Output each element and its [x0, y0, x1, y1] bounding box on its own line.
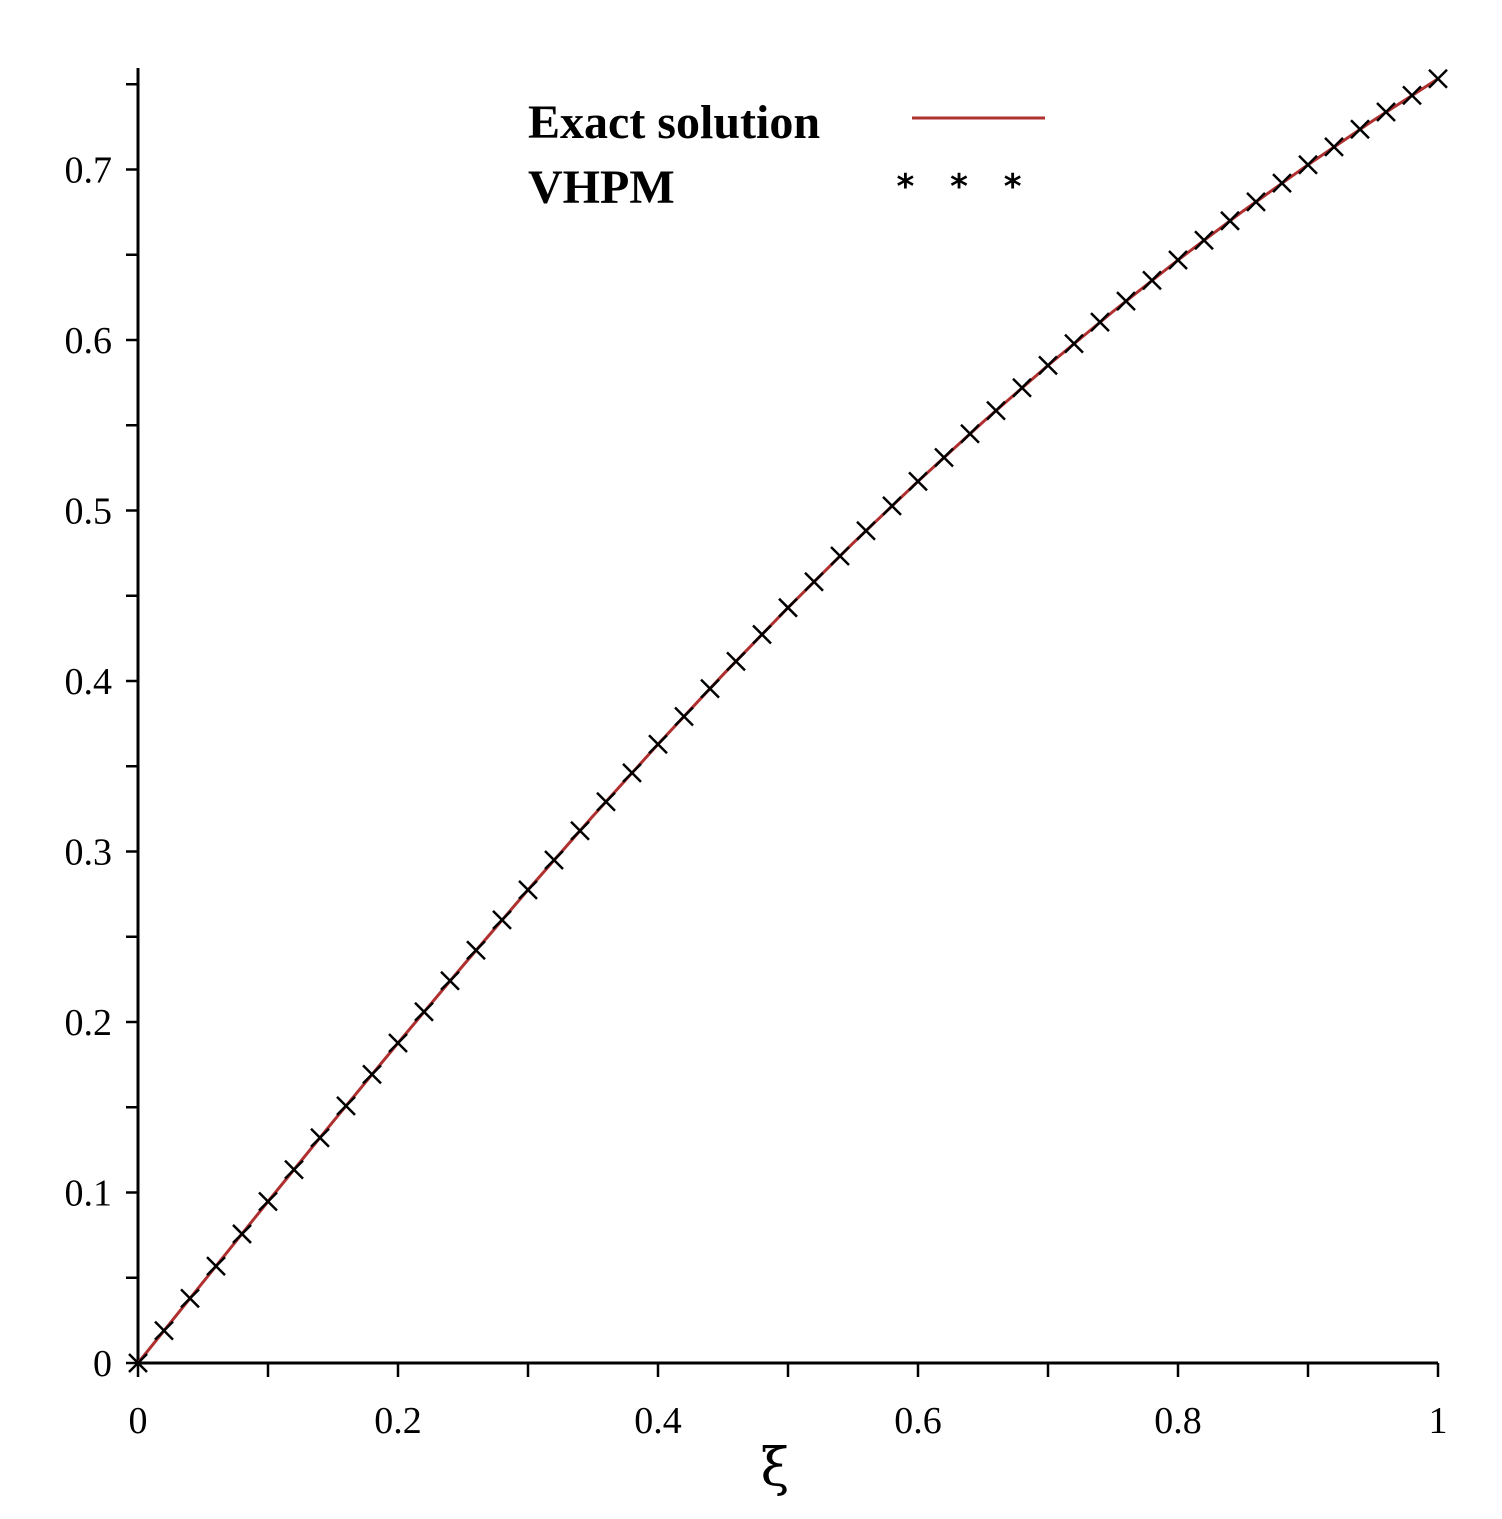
- vhpm-point: [726, 651, 746, 672]
- x-tick-label: 0.4: [634, 1400, 682, 1442]
- vhpm-point: [1194, 230, 1214, 251]
- legend-label-exact: Exact solution: [528, 96, 820, 149]
- vhpm-point: [180, 1288, 200, 1309]
- legend-label-vhpm: VHPM: [528, 161, 675, 214]
- vhpm-point: [960, 423, 980, 444]
- vhpm-point: [232, 1224, 252, 1244]
- vhpm-point: [1038, 355, 1058, 376]
- vhpm-point: [544, 850, 564, 870]
- x-tick-label: 0.6: [894, 1400, 942, 1442]
- x-tick-label: 0.2: [374, 1400, 422, 1442]
- vhpm-point: [752, 624, 772, 645]
- x-tick-label: 1: [1429, 1400, 1448, 1442]
- vhpm-point: [258, 1191, 278, 1212]
- vhpm-point: [310, 1127, 330, 1148]
- vhpm-point: [908, 471, 928, 492]
- vhpm-point: [206, 1256, 226, 1277]
- vhpm-point: [1012, 377, 1032, 398]
- vhpm-point: [1298, 154, 1318, 175]
- vhpm-point: [1116, 291, 1136, 312]
- vhpm-point: [1090, 312, 1110, 332]
- legend-symbol-vhpm: * * *: [896, 167, 1033, 207]
- vhpm-point: [1246, 192, 1266, 212]
- vhpm-point: [284, 1159, 304, 1180]
- y-tick-labels: 0 0.1 0.2 0.3 0.4 0.5 0.6 0.7: [65, 150, 113, 1386]
- vhpm-point: [648, 734, 668, 755]
- y-tick-label: 0.7: [65, 150, 113, 192]
- vhpm-point: [440, 970, 460, 991]
- vhpm-point: [882, 496, 902, 516]
- x-tick-label: 0.8: [1154, 1400, 1202, 1442]
- vhpm-point: [1168, 250, 1188, 270]
- vhpm-point: [1350, 119, 1370, 140]
- x-tick-label: 0: [129, 1400, 148, 1442]
- y-tick-label: 0.4: [65, 661, 113, 703]
- y-tick-label: 0.6: [65, 320, 113, 362]
- vhpm-point: [518, 879, 538, 900]
- y-tick-label: 0.1: [65, 1173, 113, 1215]
- legend: Exact solution VHPM * * *: [528, 96, 1045, 214]
- vhpm-point: [986, 400, 1006, 421]
- vhpm-point: [128, 1353, 148, 1373]
- vhpm-point: [1428, 68, 1448, 89]
- plot-series: [128, 68, 1448, 1373]
- y-tick-label: 0.3: [65, 832, 113, 874]
- vhpm-point: [388, 1033, 408, 1053]
- vhpm-point: [830, 546, 850, 566]
- vhpm-point: [466, 940, 486, 961]
- vhpm-point: [804, 571, 824, 592]
- vhpm-point: [778, 597, 798, 618]
- vhpm-point: [362, 1064, 382, 1085]
- y-tick-label: 0.5: [65, 491, 113, 533]
- vhpm-point: [1142, 270, 1162, 291]
- vhpm-point: [570, 820, 590, 841]
- axes: [126, 68, 1440, 1377]
- vhpm-point: [154, 1320, 174, 1341]
- vhpm-point: [1272, 173, 1292, 194]
- y-tick-label: 0.2: [65, 1002, 113, 1044]
- vhpm-point: [1064, 333, 1084, 354]
- vhpm-point: [1402, 85, 1422, 106]
- vhpm-point: [1220, 210, 1240, 231]
- vhpm-point: [1376, 102, 1396, 122]
- vhpm-point: [674, 706, 694, 727]
- x-tick-labels: 0 0.2 0.4 0.6 0.8 1: [129, 1400, 1448, 1442]
- x-axis-label: ξ: [761, 1438, 790, 1498]
- vhpm-point: [492, 909, 512, 930]
- vhpm-point: [336, 1096, 356, 1116]
- vhpm-point: [1324, 136, 1344, 157]
- vhpm-point: [856, 520, 876, 541]
- vhpm-point: [596, 791, 616, 812]
- y-tick-label: 0: [93, 1343, 112, 1385]
- vhpm-point: [934, 447, 954, 468]
- series-line-exact-solution: [136, 77, 1439, 1364]
- vhpm-point: [414, 1001, 434, 1022]
- vhpm-point: [700, 678, 720, 699]
- vhpm-point: [622, 763, 642, 783]
